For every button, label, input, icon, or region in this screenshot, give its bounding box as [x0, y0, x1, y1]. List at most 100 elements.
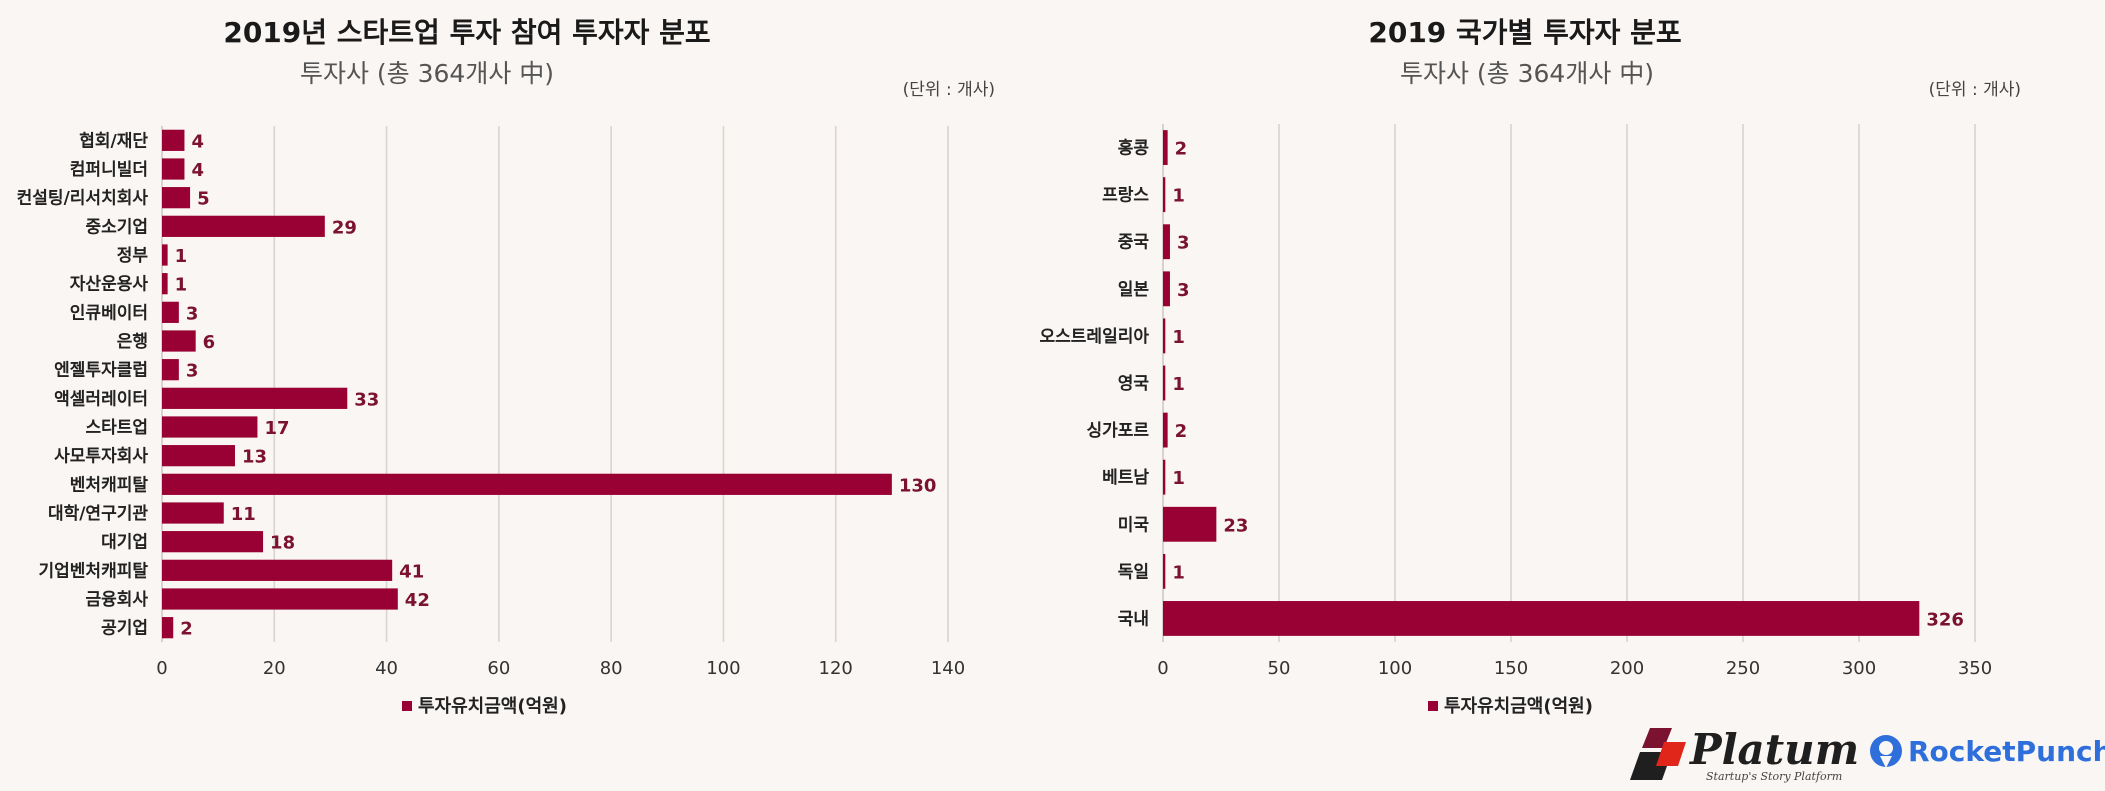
right-x-tick-label: 100 [1378, 658, 1412, 679]
right-legend-label: 투자유치금액(억원) [1444, 696, 1593, 717]
left-legend-swatch [402, 701, 412, 711]
right-value-label: 326 [1926, 609, 1964, 630]
left-value-label: 6 [203, 332, 216, 353]
right-category-label: 미국 [1118, 515, 1150, 535]
left-chart-plot: 0 20 40 60 80 100 120 140 협회/재단 4 컴퍼니빌더 4 컨설팅/리서치회사 5… [17, 126, 965, 679]
left-category-label: 협회/재단 [79, 130, 148, 151]
left-bar [162, 531, 264, 553]
right-bar [1163, 506, 1217, 542]
right-category-label: 중국 [1118, 233, 1150, 253]
left-bar [162, 502, 224, 524]
left-x-tick-label: 40 [375, 658, 398, 679]
left-x-tick-label: 80 [600, 658, 623, 679]
platum-tagline: Startup's Story Platform [1706, 770, 1842, 783]
right-value-label: 3 [1177, 233, 1190, 254]
left-legend-label: 투자유치금액(억원) [418, 696, 567, 717]
left-category-label: 인큐베이터 [70, 303, 148, 323]
left-x-tick-label: 0 [156, 658, 167, 679]
left-value-label: 33 [354, 389, 379, 410]
right-legend-swatch [1428, 701, 1438, 711]
right-unit-note: (단위 : 개사) [1929, 80, 2021, 100]
left-bar [162, 359, 179, 381]
right-value-label: 1 [1172, 374, 1185, 395]
right-value-label: 1 [1172, 186, 1185, 207]
left-category-label: 사모투자회사 [54, 447, 148, 467]
left-bar [162, 387, 348, 409]
right-bar [1163, 412, 1168, 448]
right-chart-plot: 0 50 100 150 200 250 300 350 홍콩 2 프랑스 1 중국 3 일본 3 오스트레일리… [1040, 124, 1992, 679]
right-value-label: 1 [1172, 327, 1185, 348]
left-bar [162, 330, 196, 352]
left-value-label: 42 [405, 590, 430, 611]
right-category-label: 프랑스 [1102, 186, 1149, 206]
left-value-label: 3 [186, 303, 199, 324]
left-value-label: 29 [332, 217, 357, 238]
left-bar [162, 445, 235, 467]
right-x-tick-label: 50 [1268, 658, 1291, 679]
left-value-label: 1 [175, 246, 188, 267]
right-value-label: 1 [1172, 468, 1185, 489]
right-x-tick-label: 0 [1157, 658, 1168, 679]
platum-name: Platum [1689, 725, 1859, 774]
right-bar [1163, 130, 1168, 165]
left-value-label: 4 [191, 160, 204, 181]
left-x-tick-label: 140 [931, 658, 965, 679]
left-category-label: 자산운용사 [70, 275, 149, 295]
left-value-label: 5 [197, 189, 210, 210]
right-bar [1163, 177, 1166, 213]
left-category-label: 컴퍼니빌더 [70, 159, 148, 180]
left-category-label: 정부 [117, 246, 149, 266]
left-bar [162, 588, 398, 610]
left-value-label: 130 [899, 475, 937, 496]
left-category-label: 액셀러레이터 [54, 389, 148, 409]
right-bar [1163, 601, 1920, 636]
platum-mark-icon [1630, 728, 1686, 780]
right-bar [1163, 224, 1170, 260]
left-chart-subtitle: 투자사 (총 364개사 中) [300, 59, 554, 88]
left-x-tick-label: 100 [706, 658, 740, 679]
left-value-label: 18 [270, 533, 295, 554]
right-value-label: 3 [1177, 280, 1190, 301]
left-category-label: 중소기업 [85, 217, 148, 237]
left-category-label: 엔젤투자클럽 [54, 361, 148, 381]
right-category-label: 독일 [1118, 562, 1149, 582]
left-category-label: 컨설팅/리서치회사 [17, 189, 149, 209]
left-value-label: 4 [191, 131, 204, 152]
left-category-label: 기업벤처캐피탈 [39, 560, 149, 581]
left-bar [162, 244, 168, 266]
right-bar [1163, 318, 1166, 354]
right-value-label: 2 [1175, 421, 1188, 442]
rocketpunch-name: RocketPunch [1908, 735, 2105, 768]
left-bar [162, 129, 185, 151]
right-category-label: 싱가포르 [1086, 421, 1149, 441]
right-x-tick-label: 200 [1610, 658, 1644, 679]
left-category-label: 금융회사 [85, 590, 148, 610]
left-category-label: 은행 [117, 332, 148, 352]
left-value-label: 41 [399, 561, 424, 582]
right-category-label: 베트남 [1102, 468, 1149, 488]
left-x-tick-label: 20 [263, 658, 286, 679]
right-chart-subtitle: 투자사 (총 364개사 中) [1400, 59, 1654, 88]
right-bar [1163, 459, 1166, 495]
left-category-label: 대기업 [101, 533, 148, 553]
right-x-tick-label: 250 [1726, 658, 1760, 679]
left-category-label: 대학/연구기관 [48, 504, 148, 524]
right-legend: 투자유치금액(억원) [1428, 696, 1593, 717]
left-category-label: 벤처캐피탈 [70, 474, 149, 495]
left-category-label: 공기업 [101, 619, 148, 639]
left-value-label: 2 [180, 619, 193, 640]
right-x-tick-label: 150 [1494, 658, 1528, 679]
left-x-tick-label: 60 [487, 658, 510, 679]
left-chart-title: 2019년 스타트업 투자 참여 투자자 분포 [223, 16, 710, 49]
right-value-label: 1 [1172, 562, 1185, 583]
left-bar [162, 473, 892, 495]
left-bar [162, 559, 393, 581]
left-bar [162, 158, 185, 180]
platum-logo: Platum Startup's Story Platform [1630, 725, 1859, 783]
left-value-label: 17 [264, 418, 289, 439]
right-chart-title: 2019 국가별 투자자 분포 [1368, 16, 1681, 49]
left-x-tick-label: 120 [819, 658, 853, 679]
right-x-tick-label: 300 [1842, 658, 1876, 679]
left-bar [162, 416, 258, 438]
